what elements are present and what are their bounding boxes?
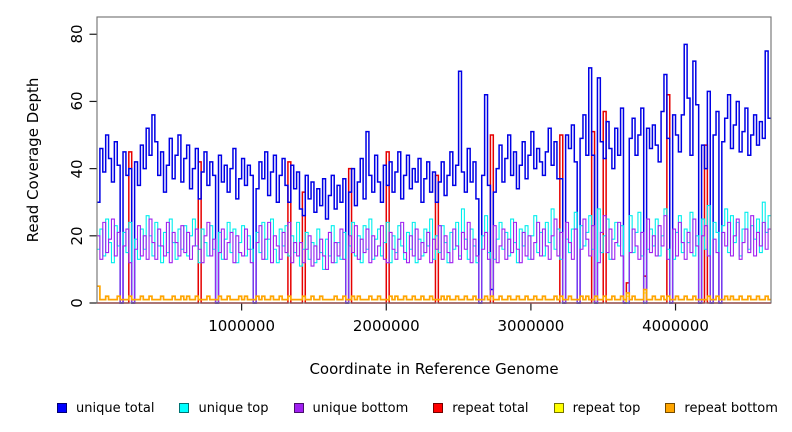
legend-label: unique bottom xyxy=(312,400,409,416)
legend: unique total unique top unique bottom repea… xyxy=(0,397,792,419)
repeat-total-swatch-icon xyxy=(433,403,444,413)
unique-total-swatch-icon xyxy=(57,403,67,413)
series-unique-total xyxy=(97,43,771,304)
legend-label: repeat bottom xyxy=(684,400,778,416)
plot-border xyxy=(96,16,772,304)
x-tick-label: 3000000 xyxy=(497,317,565,335)
repeat-bottom-swatch-icon xyxy=(665,403,676,413)
y-axis-title: Read Coverage Depth xyxy=(24,77,42,243)
legend-item-repeat-bottom: repeat bottom xyxy=(665,401,778,416)
y-tick-label: 20 xyxy=(68,226,86,246)
legend-item-unique-bottom: unique bottom xyxy=(293,400,409,416)
unique-bottom-swatch-icon xyxy=(293,403,304,413)
y-tick-label: 60 xyxy=(68,91,86,111)
series-repeat-bottom xyxy=(97,285,771,301)
x-tick-label: 4000000 xyxy=(642,317,709,335)
x-tick-label: 2000000 xyxy=(352,317,420,335)
series-unique-bottom xyxy=(97,215,771,304)
y-tick-label: 0 xyxy=(68,298,86,308)
legend-label: unique top xyxy=(198,400,269,416)
x-tick-label: 1000000 xyxy=(208,317,276,335)
legend-label: repeat top xyxy=(572,400,641,416)
repeat-top-swatch-icon xyxy=(553,403,564,413)
legend-label: repeat total xyxy=(452,400,529,416)
legend-label: unique total xyxy=(76,400,155,416)
legend-item-unique-total: unique total xyxy=(57,401,154,416)
legend-item-unique-top: unique top xyxy=(179,400,269,416)
x-axis-title: Coordinate in Reference Genome xyxy=(309,360,559,378)
y-tick-label: 80 xyxy=(68,24,86,44)
legend-item-repeat-top: repeat top xyxy=(553,400,641,416)
legend-item-repeat-total: repeat total xyxy=(433,400,529,416)
y-tick-label: 40 xyxy=(68,159,86,179)
unique-top-swatch-icon xyxy=(179,403,190,413)
